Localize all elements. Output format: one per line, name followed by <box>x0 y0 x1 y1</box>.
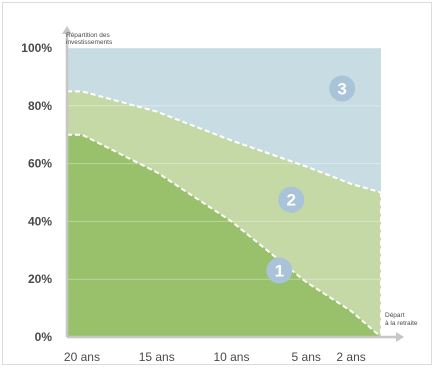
area-zone-1 <box>67 134 381 337</box>
x-tick-label: 10 ans <box>213 350 249 364</box>
y-axis-title-line1: Répartition des <box>66 32 110 39</box>
y-tick-label: 20% <box>28 272 52 286</box>
zone-badge-label: 3 <box>337 79 346 98</box>
zone-badge-label: 1 <box>275 262 284 281</box>
x-axis-title-line2: à la retraite <box>385 320 418 327</box>
x-tick-label: 5 ans <box>292 350 321 364</box>
x-tick-label: 15 ans <box>139 350 175 364</box>
y-tick-label: 100% <box>21 41 52 55</box>
y-tick-label: 80% <box>28 99 52 113</box>
zone-badge-3 <box>329 75 356 102</box>
zone-badge-2 <box>278 186 305 213</box>
boundary-line-1 <box>67 133 382 338</box>
x-tick-label: 20 ans <box>64 350 100 364</box>
y-tick-label: 0% <box>35 330 53 344</box>
zone-badge-label: 2 <box>287 191 296 210</box>
y-tick-label: 40% <box>28 214 52 228</box>
x-axis-arrow <box>396 332 404 342</box>
y-axis-arrow <box>62 26 72 34</box>
zone-badge-1 <box>266 257 293 284</box>
x-axis-title-line1: Départ <box>385 312 405 319</box>
x-tick-label: 2 ans <box>336 350 365 364</box>
y-tick-label: 60% <box>28 157 52 171</box>
chart-border <box>2 2 432 365</box>
boundary-line-2 <box>67 90 382 194</box>
y-axis-title-line2: investissements <box>66 39 113 46</box>
